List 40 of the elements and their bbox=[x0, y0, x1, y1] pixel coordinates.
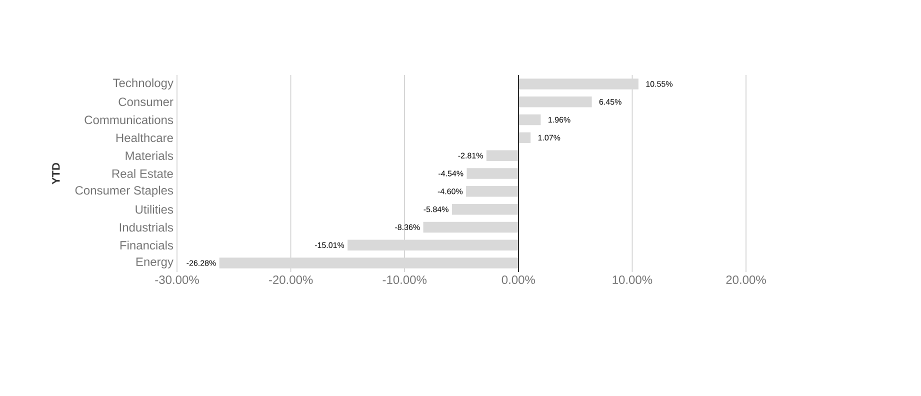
data-label: -2.81% bbox=[458, 152, 483, 158]
data-label: -8.36% bbox=[395, 224, 420, 230]
x-tick-label: -20.00% bbox=[268, 276, 313, 284]
y-axis-title: YTD bbox=[52, 162, 60, 184]
bar bbox=[518, 78, 638, 90]
y-tick-label: Communications bbox=[84, 115, 174, 124]
y-tick-label: Industrials bbox=[120, 222, 174, 232]
bar bbox=[518, 114, 541, 126]
data-label: 1.96% bbox=[548, 116, 570, 123]
bar bbox=[219, 258, 518, 268]
data-label: 1.07% bbox=[538, 134, 560, 141]
bar bbox=[486, 150, 518, 161]
bar bbox=[518, 132, 531, 144]
bar bbox=[423, 222, 518, 233]
x-tick-label: -30.00% bbox=[155, 276, 199, 284]
y-tick-label: Technology bbox=[113, 78, 174, 90]
bar bbox=[452, 204, 518, 215]
data-label: -26.28% bbox=[186, 260, 216, 266]
y-tick-label: Materials bbox=[126, 151, 174, 160]
data-label: -4.60% bbox=[438, 188, 463, 194]
data-label: 6.45% bbox=[599, 99, 622, 105]
bar bbox=[466, 168, 518, 179]
y-tick-label: Healthcare bbox=[116, 133, 173, 142]
x-tick-label: 20.00% bbox=[726, 276, 766, 284]
y-tick-label: Financials bbox=[120, 240, 174, 250]
bar bbox=[518, 96, 592, 108]
x-tick-label: 0.00% bbox=[502, 276, 535, 284]
bar bbox=[466, 186, 518, 197]
data-label: -15.01% bbox=[314, 242, 344, 248]
bar bbox=[348, 240, 518, 251]
x-tick-label: -10.00% bbox=[382, 276, 427, 284]
y-tick-label: Real Estate bbox=[112, 169, 173, 178]
data-label: -4.54% bbox=[438, 170, 464, 176]
x-tick-label: 10.00% bbox=[612, 276, 652, 284]
data-label: -5.84% bbox=[424, 206, 448, 212]
y-tick-label: Consumer Staples bbox=[75, 186, 174, 197]
y-tick-label: Consumer bbox=[118, 98, 174, 106]
data-label: 10.55% bbox=[646, 81, 673, 87]
y-tick-label: Utilities bbox=[136, 204, 174, 214]
y-tick-label: Energy bbox=[136, 258, 174, 268]
